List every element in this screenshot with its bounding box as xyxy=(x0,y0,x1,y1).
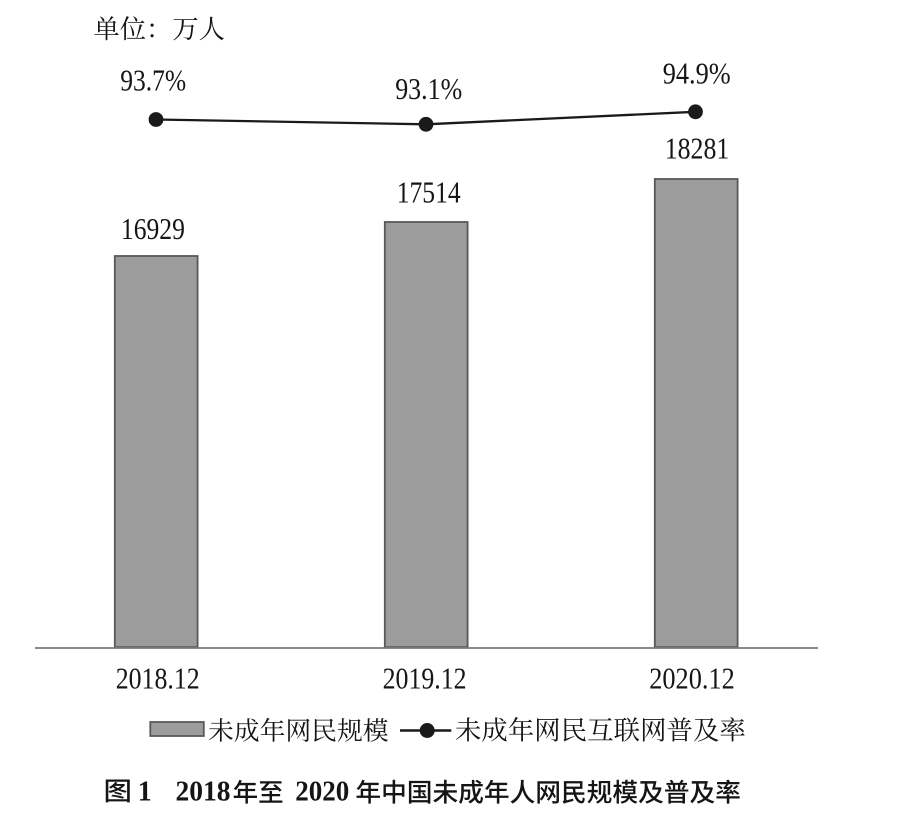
svg-text:2018.12: 2018.12 xyxy=(116,661,200,696)
svg-text:17514: 17514 xyxy=(397,175,461,210)
svg-text:94.9%: 94.9% xyxy=(663,56,731,91)
svg-text:16929: 16929 xyxy=(121,211,185,246)
svg-text:2020: 2020 xyxy=(295,776,349,808)
svg-text:93.1%: 93.1% xyxy=(395,71,462,106)
svg-text:93.7%: 93.7% xyxy=(120,63,186,98)
svg-text:2020.12: 2020.12 xyxy=(649,661,735,696)
svg-text:1: 1 xyxy=(138,776,152,808)
svg-text:18281: 18281 xyxy=(665,131,730,166)
svg-text:2019.12: 2019.12 xyxy=(383,661,467,696)
svg-text:2018: 2018 xyxy=(176,776,231,808)
